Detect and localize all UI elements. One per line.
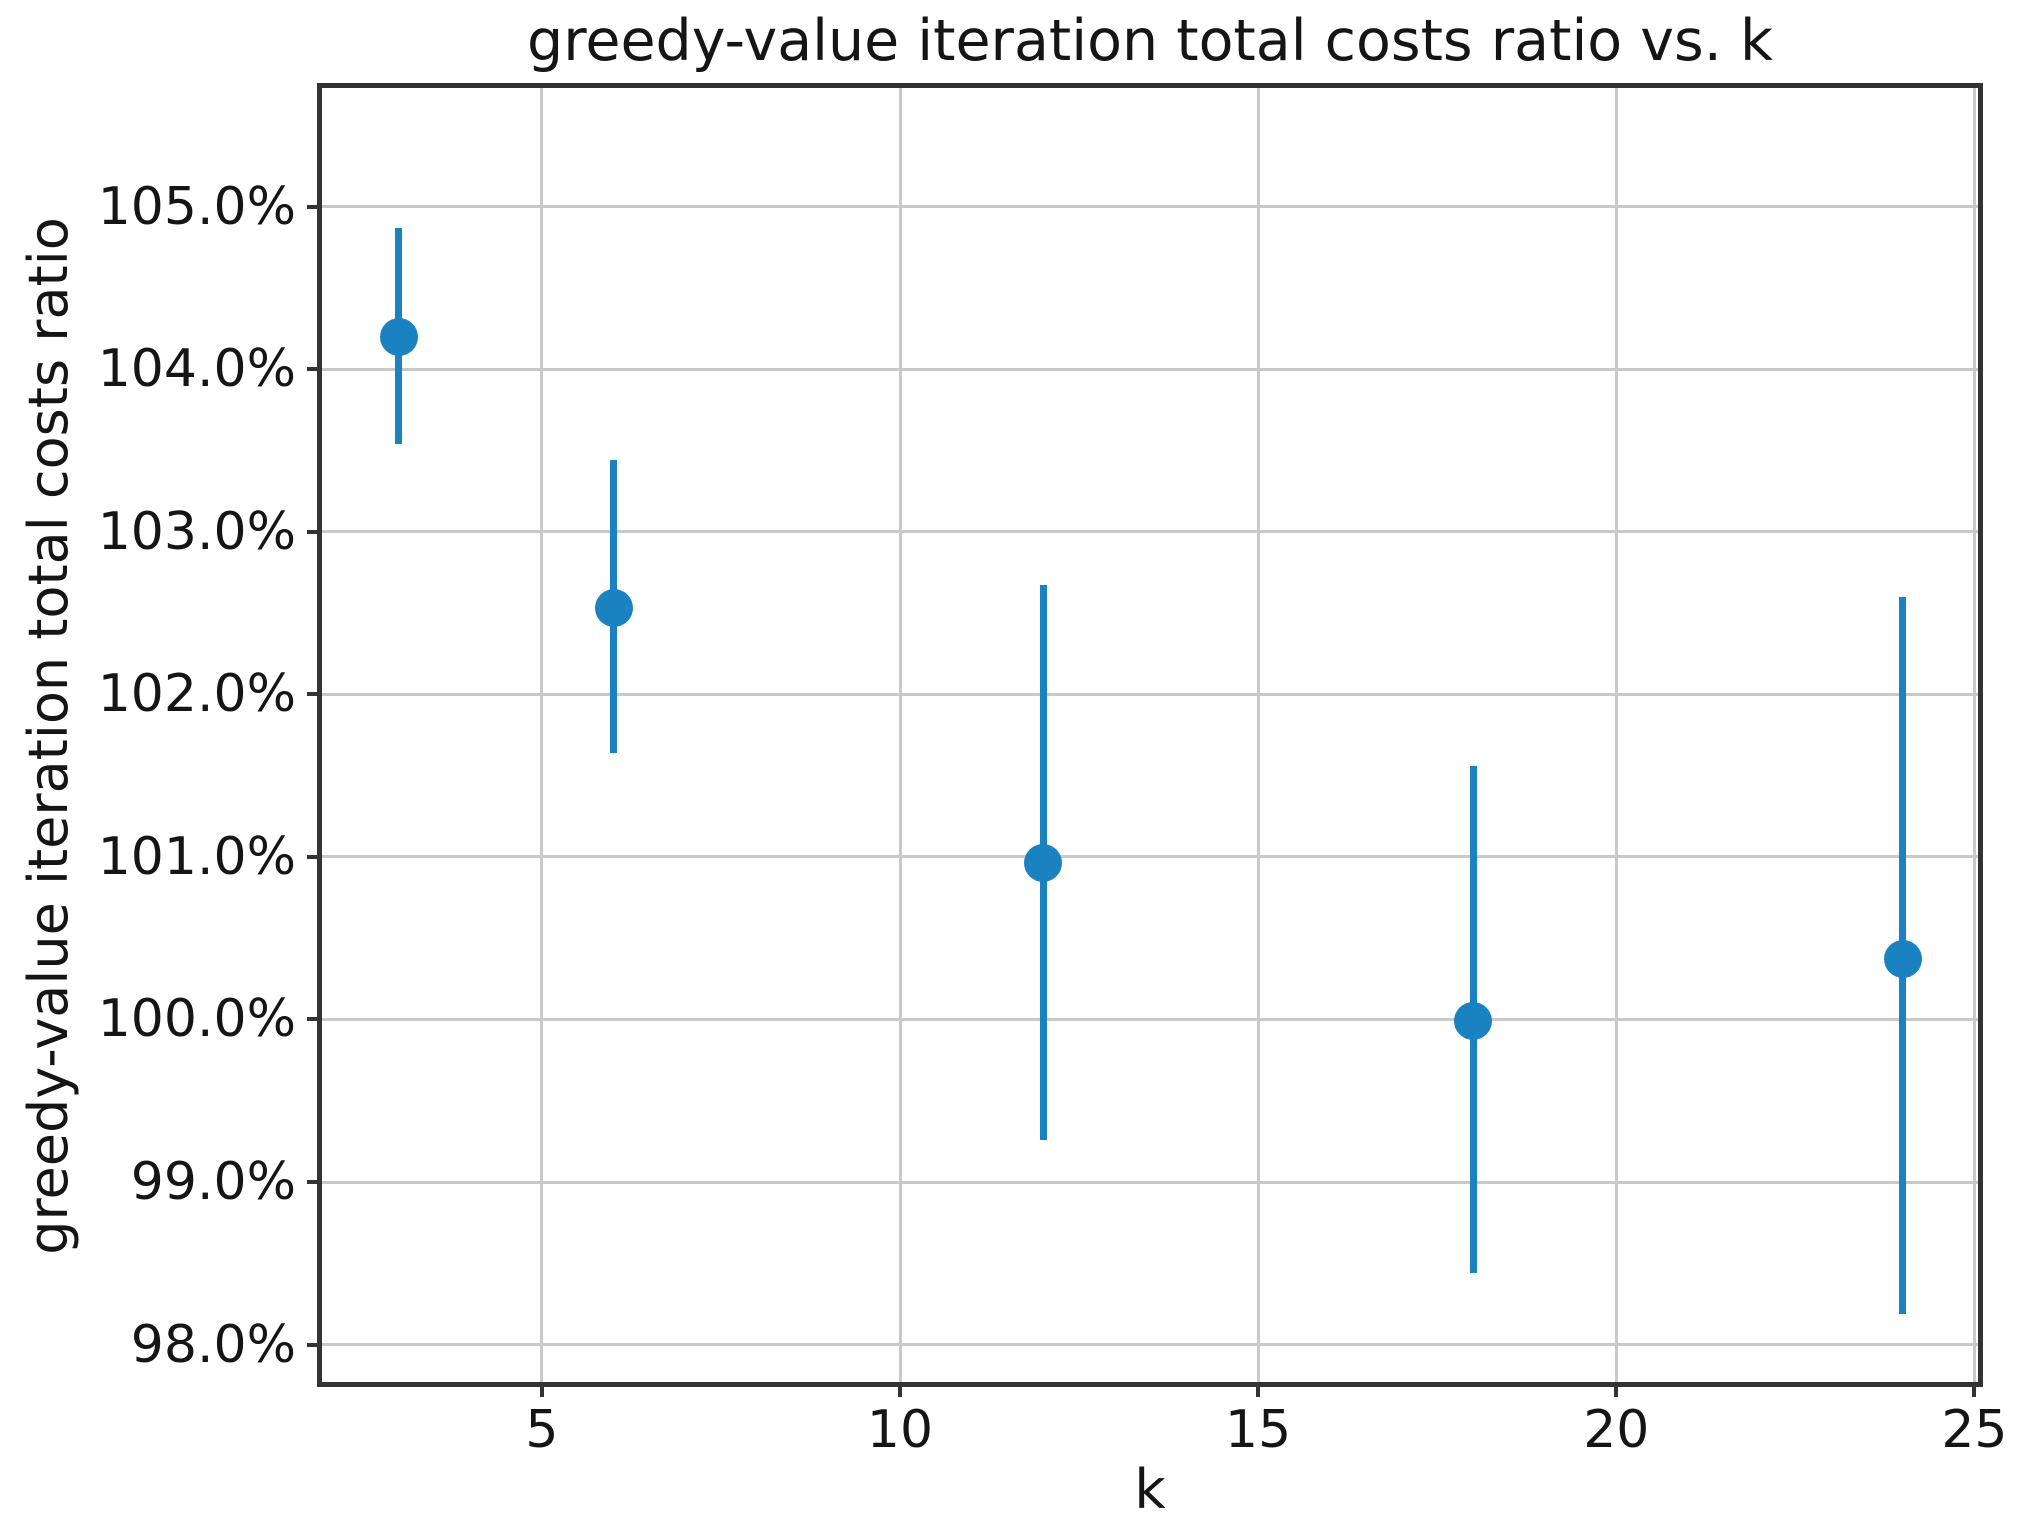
gridline-y-99: [322, 1180, 1978, 1184]
y-tick-label-98: 98.0%: [130, 1314, 296, 1375]
y-tick-100: [307, 1017, 322, 1022]
x-tick-10: [898, 1382, 903, 1397]
data-point-k6: [594, 589, 633, 628]
x-tick-label-25: 25: [1941, 1400, 2008, 1460]
x-axis-label: k: [1134, 1458, 1166, 1521]
y-tick-label-102: 102.0%: [97, 664, 296, 725]
x-tick-label-20: 20: [1583, 1400, 1650, 1460]
gridline-y-103: [322, 530, 1978, 534]
gridline-x-20: [1614, 88, 1618, 1382]
gridline-x-15: [1256, 88, 1260, 1382]
gridline-y-101: [322, 855, 1978, 859]
gridline-y-105: [322, 205, 1978, 209]
y-tick-101: [307, 854, 322, 859]
data-point-k24: [1883, 940, 1922, 979]
x-tick-5: [539, 1382, 544, 1397]
y-tick-102: [307, 692, 322, 697]
gridline-x-10: [898, 88, 902, 1382]
gridline-y-100: [322, 1017, 1978, 1021]
y-tick-label-99: 99.0%: [130, 1152, 296, 1213]
y-tick-99: [307, 1180, 322, 1185]
chart-title: greedy-value iteration total costs ratio…: [527, 8, 1773, 74]
y-tick-label-101: 101.0%: [97, 826, 296, 887]
gridline-y-102: [322, 692, 1978, 696]
y-tick-label-105: 105.0%: [97, 176, 296, 237]
y-tick-105: [307, 204, 322, 209]
y-tick-104: [307, 367, 322, 372]
plot-area: [317, 83, 1983, 1387]
data-point-k18: [1454, 1002, 1493, 1041]
data-point-k12: [1024, 844, 1063, 883]
gridline-x-25: [1972, 88, 1976, 1382]
y-tick-label-104: 104.0%: [97, 339, 296, 400]
gridline-y-104: [322, 367, 1978, 371]
x-tick-label-15: 15: [1225, 1400, 1292, 1460]
y-tick-label-103: 103.0%: [97, 501, 296, 562]
x-tick-15: [1256, 1382, 1261, 1397]
x-tick-25: [1972, 1382, 1977, 1397]
gridline-y-98: [322, 1343, 1978, 1347]
gridline-x-5: [540, 88, 544, 1382]
y-tick-103: [307, 529, 322, 534]
y-tick-98: [307, 1342, 322, 1347]
x-tick-label-5: 5: [525, 1400, 559, 1460]
y-tick-label-100: 100.0%: [97, 989, 296, 1050]
x-tick-20: [1614, 1382, 1619, 1397]
data-point-k3: [379, 317, 418, 356]
x-tick-label-10: 10: [866, 1400, 934, 1460]
